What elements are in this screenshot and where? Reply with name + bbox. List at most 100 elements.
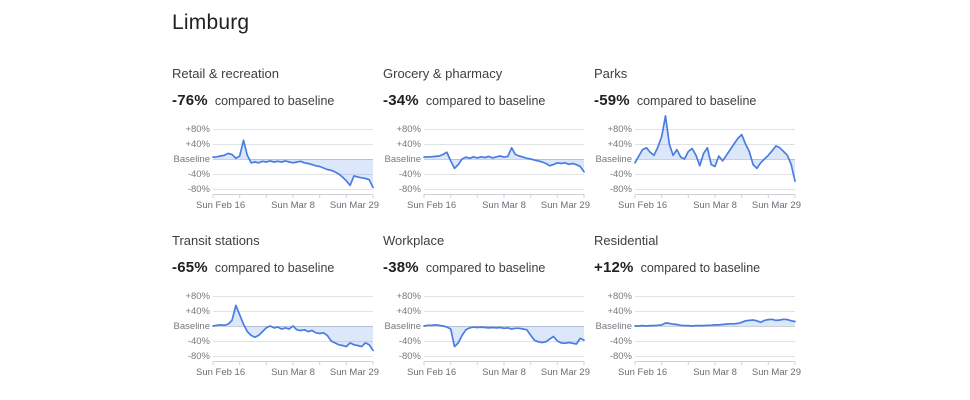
chart-line [634,115,796,182]
x-tick-label: Sun Mar 8 [693,367,737,378]
chart-plot-parks: +80% +40% Baseline -40% -80% Sun Feb 16 Sun Ma… [594,114,801,211]
x-tick-label: Sun Mar 29 [751,200,801,211]
x-tick-label: Sun Mar 8 [271,367,315,378]
x-tick-label: Sun Mar 8 [693,200,737,211]
chart-fill [424,324,584,347]
y-tick-label: Baseline [384,153,421,165]
y-tick-label: -80% [609,183,632,195]
y-tick-label: -40% [609,168,632,180]
chart-category-label: Workplace [383,233,445,248]
y-tick-label: Baseline [595,153,632,165]
chart-canvas [212,296,374,365]
y-tick-label: -80% [398,183,421,195]
chart-category-label: Residential [594,233,659,248]
x-tick-label: Sun Feb 16 [196,200,246,211]
chart-category-label: Retail & recreation [172,66,279,81]
chart-card-retail-recreation: Retail & recreation -76% compared to base… [172,66,379,211]
y-tick-label: +40% [185,138,210,150]
chart-change-note: compared to baseline [636,94,757,108]
y-axis-labels: +80% +40% Baseline -40% -80% [383,114,424,199]
y-tick-label: Baseline [595,320,632,332]
chart-fill [635,115,795,182]
chart-change-row: -65% compared to baseline [172,259,379,277]
y-axis-labels: +80% +40% Baseline -40% -80% [383,281,424,366]
chart-line [423,324,585,348]
chart-card-residential: Residential +12% compared to baseline +80… [594,233,801,378]
chart-line [423,146,585,173]
chart-canvas [634,296,796,365]
x-axis [634,194,796,198]
chart-plot-grocery-pharmacy: +80% +40% Baseline -40% -80% Sun Feb 16 Sun Ma… [383,114,590,212]
chart-change-row: -34% compared to baseline [383,92,590,110]
x-axis [423,194,585,198]
x-tick-label: Sun Mar 29 [540,367,590,378]
y-tick-label: +40% [396,138,421,150]
chart-category-label: Parks [594,66,628,81]
x-tick-label: Sun Mar 29 [329,367,379,378]
y-tick-label: -40% [398,168,421,180]
x-axis [423,361,585,365]
page-title: Limburg [172,11,250,34]
y-tick-label: Baseline [384,320,421,332]
chart-line [634,318,796,327]
chart-change-note: compared to baseline [214,94,335,108]
chart-fill [213,305,373,351]
chart-fill [213,140,373,188]
chart-category-label: Grocery & pharmacy [383,66,503,81]
x-tick-label: Sun Mar 8 [482,200,526,211]
y-tick-label: -40% [398,335,421,347]
y-tick-label: -80% [187,183,210,195]
chart-canvas [634,115,796,198]
y-tick-label: -80% [609,350,632,362]
chart-plot-transit-stations: +80% +40% Baseline -40% -80% Sun Feb 16 Sun Ma… [172,281,379,379]
chart-plot-retail-recreation: +80% +40% Baseline -40% -80% Sun Feb 16 Sun Ma… [172,114,379,212]
chart-change-note: compared to baseline [214,261,335,275]
x-tick-label: Sun Feb 16 [407,367,457,378]
chart-canvas [212,129,374,198]
chart-change-note: compared to baseline [425,261,546,275]
x-tick-label: Sun Mar 8 [482,367,526,378]
y-tick-label: +80% [396,123,421,135]
x-tick-label: Sun Feb 16 [196,367,246,378]
chart-change-note: compared to baseline [425,94,546,108]
chart-change-row: -59% compared to baseline [594,92,801,110]
x-tick-label: Sun Mar 29 [329,200,379,211]
chart-card-transit-stations: Transit stations -65% compared to baselin… [172,233,379,378]
x-tick-label: Sun Feb 16 [618,367,668,378]
y-tick-label: Baseline [173,320,210,332]
chart-change-row: -76% compared to baseline [172,92,379,110]
y-tick-label: -40% [609,335,632,347]
y-tick-label: +80% [607,123,632,135]
chart-fill [424,147,584,172]
chart-change-value: -65% [172,259,208,276]
x-axis [634,361,796,365]
chart-plot-workplace: +80% +40% Baseline -40% -80% Sun Feb 16 Sun Ma… [383,281,590,379]
y-tick-label: -40% [187,335,210,347]
y-tick-label: +40% [607,305,632,317]
y-tick-label: -80% [398,350,421,362]
chart-change-value: -76% [172,92,208,109]
chart-card-grocery-pharmacy: Grocery & pharmacy -34% compared to basel… [383,66,590,211]
x-tick-label: Sun Mar 29 [540,200,590,211]
chart-change-value: -38% [383,259,419,276]
chart-change-row: +12% compared to baseline [594,259,801,277]
y-tick-label: +80% [185,123,210,135]
y-tick-label: +40% [396,305,421,317]
y-axis-labels: +80% +40% Baseline -40% -80% [172,281,213,366]
chart-line [212,304,374,352]
chart-change-note: compared to baseline [640,261,761,275]
y-tick-label: +80% [396,290,421,302]
mobility-charts-grid: Retail & recreation -76% compared to base… [172,66,801,378]
chart-change-value: +12% [594,259,634,276]
y-tick-label: -40% [187,168,210,180]
y-axis-labels: +80% +40% Baseline -40% -80% [594,114,635,199]
y-axis-labels: +80% +40% Baseline -40% -80% [172,114,213,199]
chart-canvas [423,296,585,365]
chart-change-value: -34% [383,92,419,109]
chart-canvas [423,129,585,198]
y-tick-label: -80% [187,350,210,362]
x-tick-label: Sun Feb 16 [618,200,668,211]
x-axis [212,194,374,198]
y-tick-label: +40% [185,305,210,317]
chart-plot-residential: +80% +40% Baseline -40% -80% Sun Feb 16 Sun Ma… [594,281,801,379]
